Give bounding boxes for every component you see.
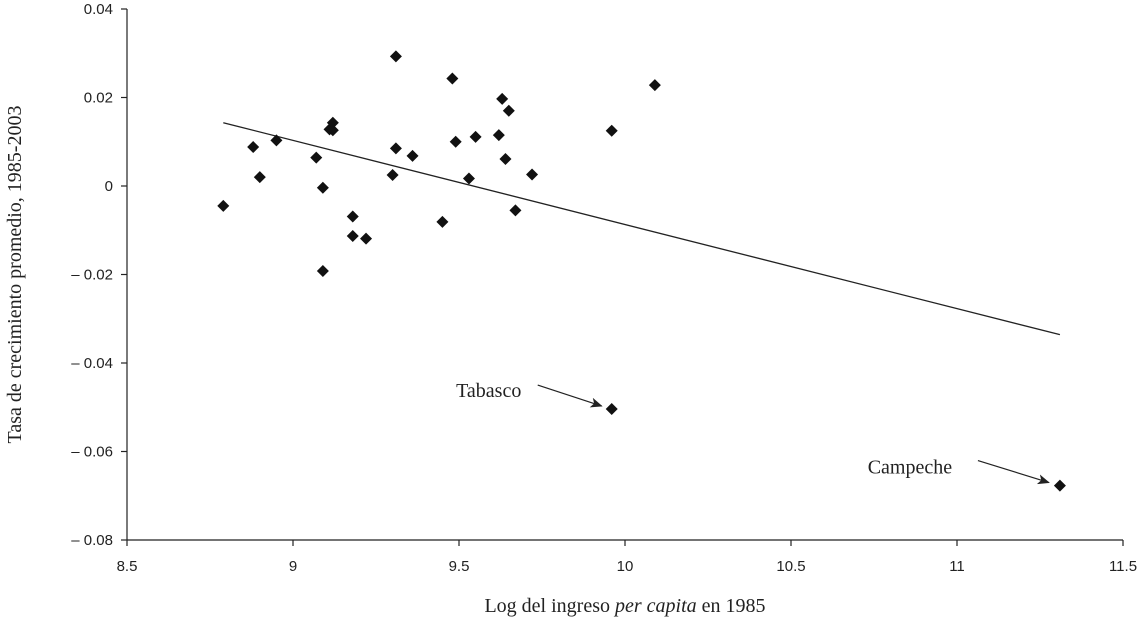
data-point [502, 104, 515, 117]
annotation-arrow [537, 384, 603, 408]
data-point [389, 142, 402, 155]
data-point [605, 403, 618, 416]
data-point [496, 92, 509, 105]
x-axis-title-italic: per capita [613, 595, 697, 617]
data-point [406, 149, 419, 162]
annotation-label: Campeche [868, 457, 953, 479]
data-point [360, 232, 373, 245]
x-axis-title: Log del ingreso per capita en 1985 [484, 595, 765, 617]
data-point [446, 72, 459, 85]
data-point [326, 116, 339, 129]
x-tick-label: 8.5 [117, 558, 138, 575]
data-point [346, 210, 359, 223]
y-tick-label: 0 [105, 178, 113, 195]
trendline-group [223, 122, 1061, 336]
data-point [217, 199, 230, 212]
data-point [316, 264, 329, 277]
annotation-label: Tabasco [456, 380, 521, 402]
y-tick-label: 0.02 [84, 90, 113, 107]
x-tick-label: 9 [289, 558, 297, 575]
trendline [223, 122, 1061, 336]
annotations-group: Tabasco Campeche [456, 380, 1050, 485]
x-axis-title-prefix: Log del ingreso [484, 595, 615, 617]
y-axis-title: Tasa de crecimiento promedio, 1985-2003 [4, 106, 26, 444]
points-group [217, 50, 1066, 492]
data-point [469, 130, 482, 143]
data-point [270, 134, 283, 147]
data-point [326, 124, 339, 137]
data-point [436, 215, 449, 228]
y-tick-label: – 0.02 [71, 267, 113, 284]
x-tick-label: 10 [617, 558, 634, 575]
data-point [449, 135, 462, 148]
y-tick-label: 0.04 [84, 1, 113, 18]
data-point [648, 79, 661, 92]
data-point [526, 168, 539, 181]
x-tick-label: 11 [949, 558, 965, 575]
data-point [1053, 479, 1066, 492]
y-tick-label: – 0.08 [71, 532, 113, 549]
axes: 0.04 0.02 0 – 0.02 – 0.04 – 0.06 – 0.088.5 9 9.5… [71, 1, 1137, 575]
data-point [386, 168, 399, 181]
y-tick-label: – 0.04 [71, 355, 113, 372]
data-point [462, 172, 475, 185]
data-point [253, 171, 266, 184]
data-point [310, 151, 323, 164]
data-point [316, 181, 329, 194]
data-point [605, 124, 618, 137]
data-point [499, 153, 512, 166]
x-tick-label: 10.5 [776, 558, 805, 575]
x-axis-title-suffix: en 1985 [697, 595, 766, 617]
data-point [389, 50, 402, 63]
x-tick-label: 11.5 [1109, 558, 1137, 575]
data-point [492, 129, 505, 142]
data-point [509, 204, 522, 217]
data-point [247, 141, 260, 154]
annotation-arrow [977, 459, 1050, 485]
data-point [346, 230, 359, 243]
x-tick-label: 9.5 [449, 558, 470, 575]
y-tick-label: – 0.06 [71, 444, 113, 461]
